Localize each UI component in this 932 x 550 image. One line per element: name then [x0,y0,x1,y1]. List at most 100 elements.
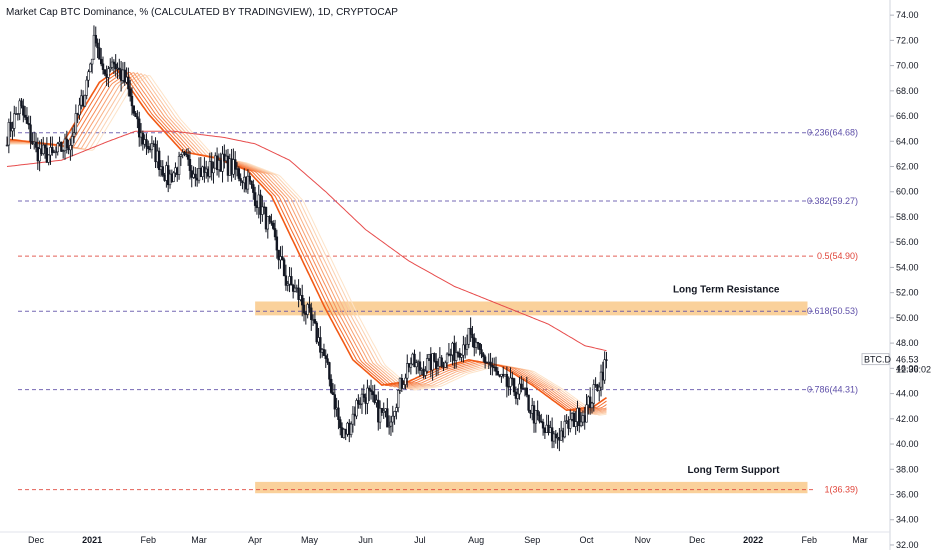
candle-body [253,192,257,206]
symbol-badge-label: BTC.D [864,355,892,365]
candle-body [118,67,121,70]
candle-body [371,391,375,396]
candle-body [297,287,300,300]
candle-body [27,123,30,126]
candle-body [382,410,385,413]
candle-body [605,359,608,361]
candle-body [92,34,96,60]
time-tick-label: May [301,535,319,545]
price-tick-label: 60.00 [896,187,919,197]
candle-body [188,159,192,171]
price-tick-label: 66.00 [896,111,919,121]
candle-body [400,377,404,389]
fib-label: 1(36.39) [824,485,858,495]
candle-body [110,61,114,68]
candle-body [13,113,16,129]
candle-body [404,377,407,385]
candle-body [302,304,306,314]
candle-body [123,69,126,83]
countdown-label: 12:36:02 [896,365,931,375]
candle-body [588,396,592,409]
candle-body [355,400,358,417]
candle-body [301,295,304,306]
candle-body [250,180,253,185]
candle-body [453,342,456,361]
price-tick-label: 64.00 [896,136,919,146]
candle-body [516,393,519,399]
candle-body [286,283,289,286]
candle-body [474,341,478,348]
price-tick-label: 62.00 [896,162,919,172]
candle-body [101,63,105,70]
candle-body [268,216,271,222]
candle-body [574,421,577,427]
candle-body [25,117,29,124]
candle-body [368,387,371,391]
candle-body [378,407,382,423]
candle-body [387,425,391,428]
candle-body [194,173,197,179]
candle-body [467,327,471,345]
candle-body [138,118,141,138]
candle-body [536,410,539,416]
candle-body [9,122,12,132]
time-axis[interactable]: Dec 2021 Feb Mar Apr May Jun Jul Aug Sep Oct Nov Dec… [0,531,890,545]
time-tick-label: Mar [191,535,207,545]
candle-body [373,394,376,403]
price-tick-label: 74.00 [896,10,919,20]
time-tick-label: Dec [689,535,706,545]
candle-body [460,354,463,358]
candle-body [469,327,472,335]
candle-body [234,159,237,170]
candle-body [179,154,183,157]
candle-body [51,147,54,153]
candle-body [569,419,572,429]
price-tick-label: 40.00 [896,439,919,449]
price-axis[interactable]: 74.00 72.00 70.00 68.00 66.00 64.00 62.00 60.00… [861,0,931,550]
time-tick-label: Aug [468,535,484,545]
candle-body [90,58,94,65]
zones [255,301,808,494]
candle-body [360,393,364,405]
candle-body [339,419,342,428]
candle-body [221,153,224,172]
candle-body [270,221,273,224]
candle-body [396,390,400,408]
price-tick-label: 72.00 [896,35,919,45]
candle-body [114,63,117,70]
candle-body [456,352,460,354]
time-tick-label: 2021 [82,535,102,545]
candle-body [272,222,275,229]
candle-body [145,139,148,147]
candle-body [132,105,135,114]
candle-body [186,154,190,160]
time-tick-label: Jul [414,535,426,545]
candle-body [331,392,335,395]
candle-body [38,148,41,162]
price-tick-label: 36.00 [896,489,919,499]
candle-body [507,386,510,388]
candle-body [324,355,327,359]
zone-band [255,481,808,494]
candle-body [322,349,326,356]
candle-body [476,341,480,344]
candle-body [505,373,509,387]
candle-body [483,356,487,363]
candle-body [69,145,72,151]
candle-body [130,95,134,107]
candle-body [275,236,279,251]
candle-body [425,358,429,372]
candle-body [103,69,107,75]
time-tick-label: Apr [248,535,262,545]
candle-body [380,407,384,413]
candle-body [248,175,251,182]
candle-body [598,386,601,391]
candle-body [65,138,68,148]
candle-body [424,370,427,376]
candle-body [29,124,32,142]
candle-body [161,166,164,176]
candle-body [56,143,59,153]
candle-body [603,359,606,381]
candle-body [525,387,528,396]
candle-body [435,361,438,369]
